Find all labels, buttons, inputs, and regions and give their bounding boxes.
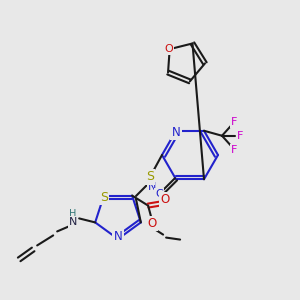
Text: C: C [156, 189, 163, 199]
Text: H: H [70, 209, 77, 219]
Text: N: N [69, 218, 77, 227]
Text: N: N [114, 230, 122, 244]
Text: S: S [100, 191, 108, 204]
Text: F: F [237, 131, 243, 141]
Text: N: N [172, 126, 180, 139]
Text: N: N [148, 182, 157, 192]
Text: F: F [231, 145, 237, 155]
Text: O: O [160, 193, 170, 206]
Text: S: S [146, 170, 154, 184]
Text: O: O [164, 44, 173, 54]
Text: O: O [148, 217, 157, 230]
Text: F: F [231, 117, 237, 127]
